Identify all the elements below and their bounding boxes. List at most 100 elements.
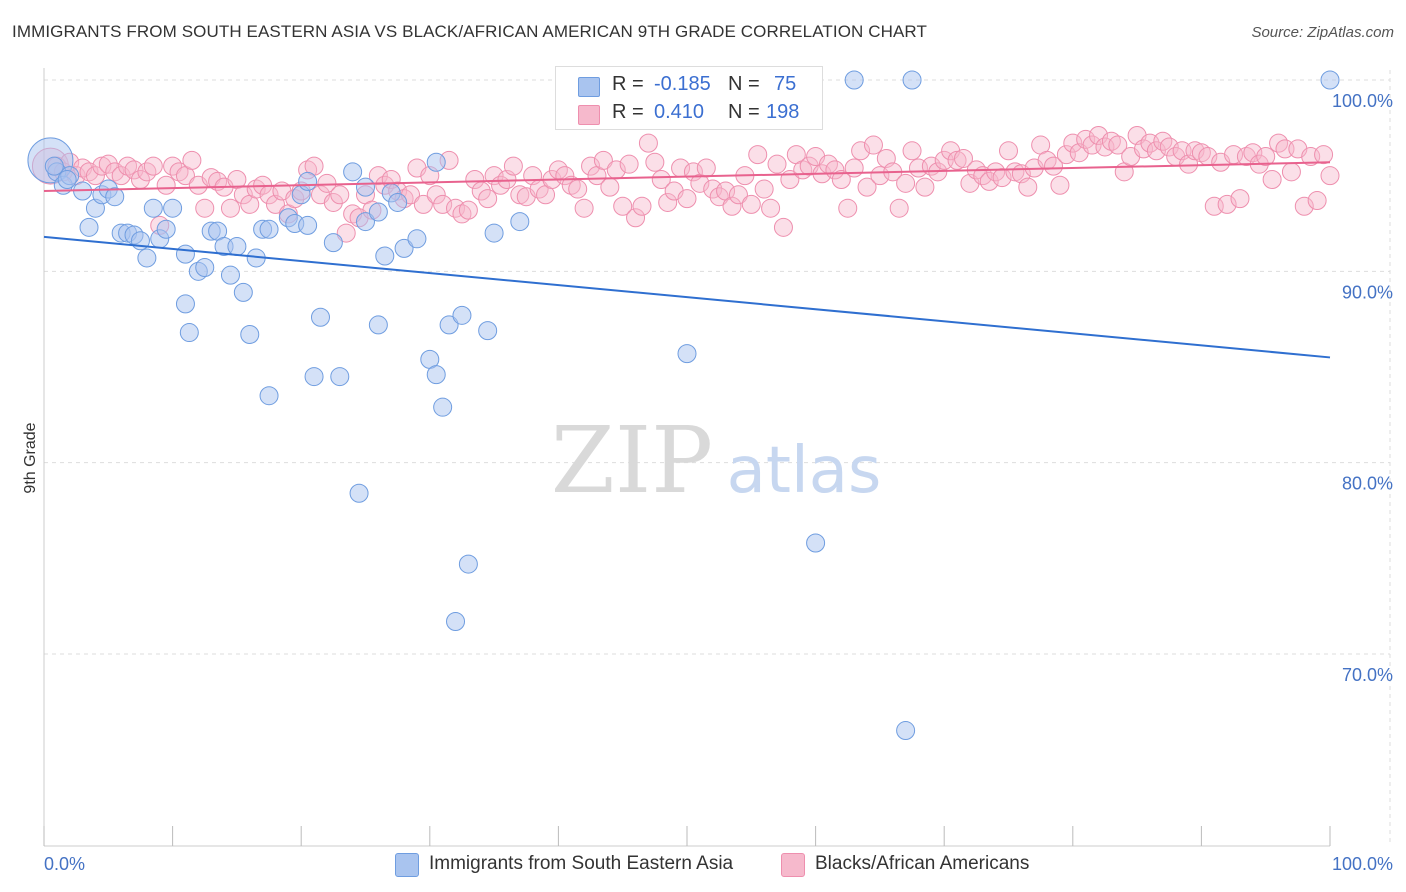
n-value: 75	[774, 73, 797, 95]
pink-point	[1320, 166, 1340, 186]
legend-label-immigrants: Immigrants from South Eastern Asia	[429, 853, 734, 874]
blue-point	[433, 397, 453, 417]
blue-point	[143, 198, 163, 218]
blue-point	[844, 70, 864, 90]
pink-point	[1089, 125, 1109, 145]
pink-point	[1146, 141, 1166, 161]
blue-point	[446, 611, 466, 631]
pink-point	[1256, 147, 1276, 167]
blue-point	[57, 169, 77, 189]
pink-point	[156, 175, 176, 195]
blue-point	[806, 533, 826, 553]
pink-point	[503, 156, 523, 176]
pink-point	[651, 169, 671, 189]
pink-point	[619, 154, 639, 174]
pink-point	[478, 189, 498, 209]
y-tick-label: 100.0%	[1332, 91, 1393, 111]
blue-point	[510, 212, 530, 232]
blue-point	[478, 321, 498, 341]
legend-row-pink: R = 0.410 N = 198	[556, 101, 822, 129]
pink-point	[111, 166, 131, 186]
blue-point	[375, 246, 395, 266]
pink-point	[1307, 191, 1327, 211]
blue-point	[407, 229, 427, 249]
blue-point	[304, 367, 324, 387]
y-axis-title: 9th Grade	[22, 422, 39, 493]
pink-legend-swatch	[781, 853, 805, 877]
y-tick-label: 90.0%	[1342, 282, 1393, 302]
pink-point	[677, 189, 697, 209]
pink-point	[413, 194, 433, 214]
pink-point	[1243, 143, 1263, 163]
pink-point	[754, 179, 774, 199]
pink-point	[593, 150, 613, 170]
blue-point	[458, 554, 478, 574]
pink-point	[831, 169, 851, 189]
r-label: R =	[612, 101, 644, 123]
blue-point	[175, 244, 195, 264]
blue-point	[677, 344, 697, 364]
blue-point	[259, 219, 279, 239]
pink-point	[896, 173, 916, 193]
pink-point	[1262, 169, 1282, 189]
pink-point	[85, 166, 105, 186]
blue-point	[298, 171, 318, 191]
pink-point	[1108, 135, 1128, 155]
pink-point	[220, 198, 240, 218]
pink-point	[613, 196, 633, 216]
pink-point	[722, 196, 742, 216]
blue-point	[343, 162, 363, 182]
y-tick-label: 80.0%	[1342, 474, 1393, 494]
pink-point	[902, 141, 922, 161]
pink-point	[696, 158, 716, 178]
blue-point	[298, 215, 318, 235]
blue-point	[426, 365, 446, 385]
pink-point	[999, 141, 1018, 161]
pink-point	[638, 133, 658, 153]
blue-points	[27, 70, 1340, 741]
blue-point	[330, 367, 350, 387]
blue-trend-line	[43, 235, 1331, 359]
blue-point	[163, 198, 183, 218]
blue-point	[896, 721, 916, 741]
pink-point	[323, 192, 343, 212]
pink-point	[863, 135, 883, 155]
pink-point	[645, 152, 665, 172]
pink-point	[330, 185, 350, 205]
pink-point	[857, 177, 877, 197]
n-label: N =	[728, 101, 760, 123]
stats-legend: R = -0.185 N = 75 R = 0.410 N = 198	[555, 66, 823, 130]
pink-point	[1050, 175, 1070, 195]
source-label: Source: ZipAtlas.com	[1251, 24, 1394, 41]
blue-point	[452, 305, 472, 325]
pink-point	[632, 196, 652, 216]
pink-point	[98, 154, 118, 174]
blue-point	[356, 212, 375, 232]
blue-point	[394, 238, 414, 258]
pink-point	[1044, 156, 1064, 176]
blue-point	[240, 324, 260, 344]
pink-point	[458, 200, 478, 220]
pink-point	[336, 223, 356, 243]
pink-point	[825, 160, 845, 180]
pink-point	[979, 171, 999, 191]
n-value: 198	[766, 101, 800, 123]
pink-point	[767, 154, 787, 174]
pink-point	[143, 156, 163, 176]
pink-point	[915, 177, 935, 197]
pink-point	[1314, 145, 1334, 165]
blue-point	[388, 192, 408, 212]
pink-point	[368, 166, 388, 186]
legend-row-blue: R = -0.185 N = 75	[556, 73, 822, 101]
pink-point	[1294, 196, 1314, 216]
blue-point	[220, 265, 240, 285]
blue-point	[439, 315, 459, 335]
pink-point	[992, 168, 1012, 188]
pink-point	[773, 217, 793, 237]
pink-point	[728, 185, 748, 205]
pink-point	[658, 192, 678, 212]
chart-title: IMMIGRANTS FROM SOUTH EASTERN ASIA VS BL…	[12, 22, 927, 41]
blue-point	[105, 187, 125, 207]
pink-point	[844, 158, 864, 178]
